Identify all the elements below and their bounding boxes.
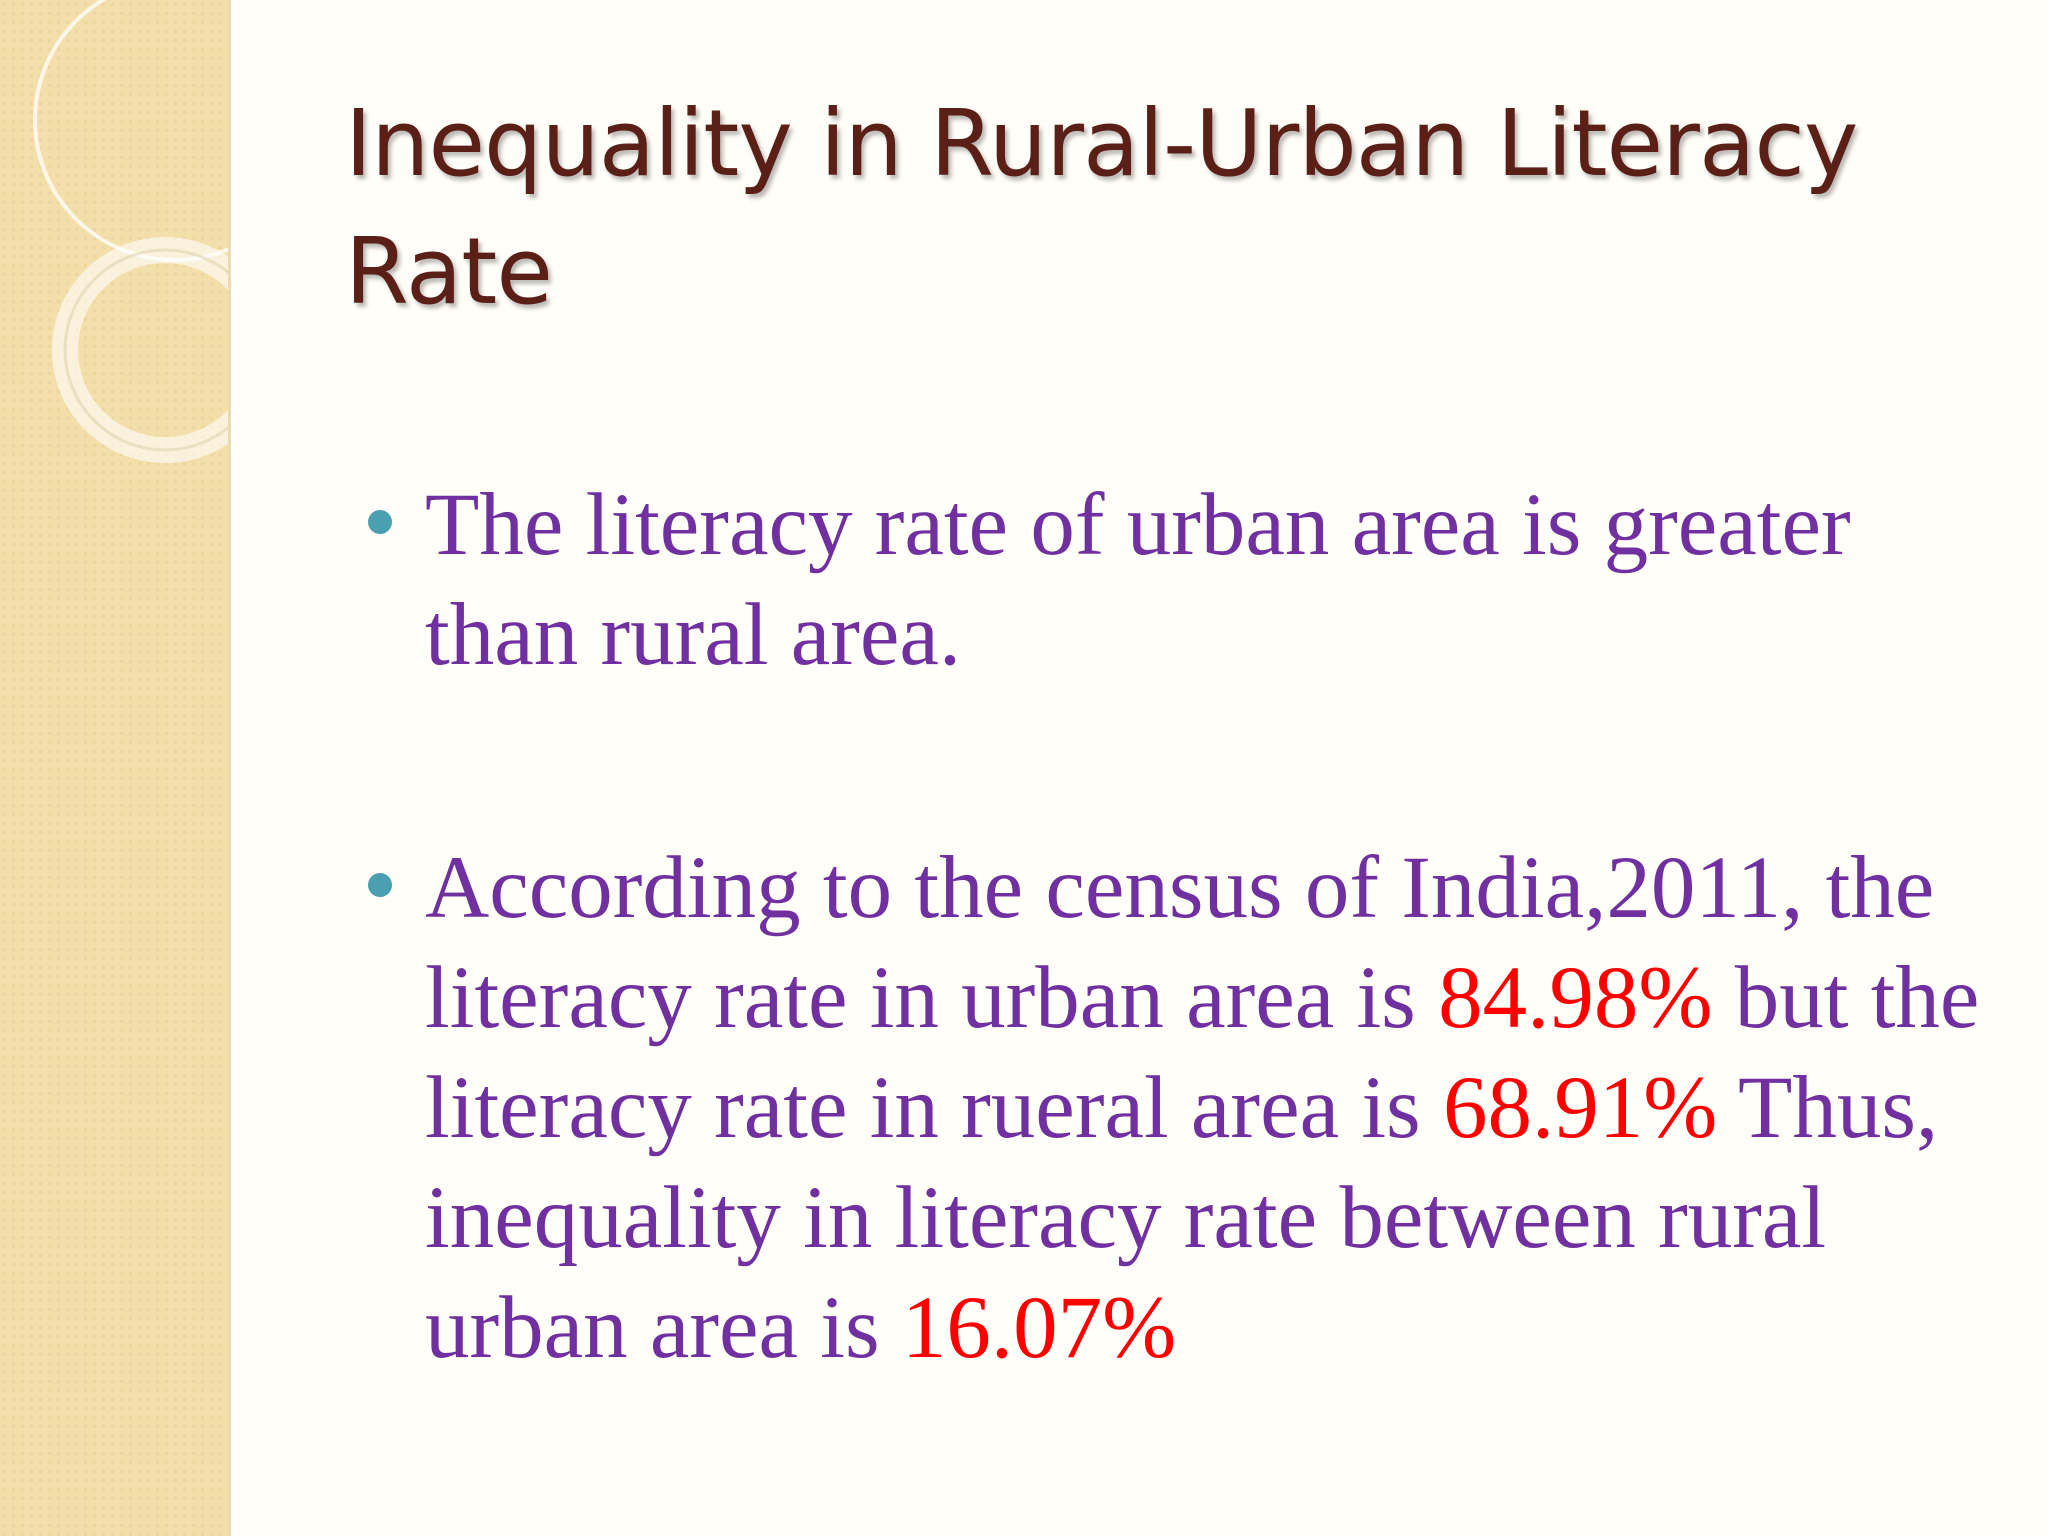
decorative-rings [33,0,228,463]
bullet-text-part-2: but the literacy rate in rueral area is [425,949,1980,1157]
urban-literacy-rate: 84.98% [1438,949,1713,1047]
bullet-item-census-2011: According to the census of India,2011, t… [360,833,2000,1383]
bullet-list: The literacy rate of urban area is great… [360,470,2000,1383]
bullet-item-urban-greater: The literacy rate of urban area is great… [360,470,2000,690]
bullet-text-part-3: Thus, inequality in literacy rate betwee… [425,1059,1939,1377]
bullet-dot-icon [368,510,392,534]
rural-literacy-rate: 68.91% [1442,1059,1718,1157]
bullet-dot-icon [368,873,392,897]
slide-title: Inequality in Rural-Urban Literacy Rate [345,90,1858,325]
decorative-side-band [0,0,231,1536]
bullet-text: The literacy rate of urban area is great… [425,476,1851,684]
literacy-gap: 16.07% [901,1279,1177,1377]
bullet-text-part-1: According to the census of India,2011, t… [425,839,1935,1047]
